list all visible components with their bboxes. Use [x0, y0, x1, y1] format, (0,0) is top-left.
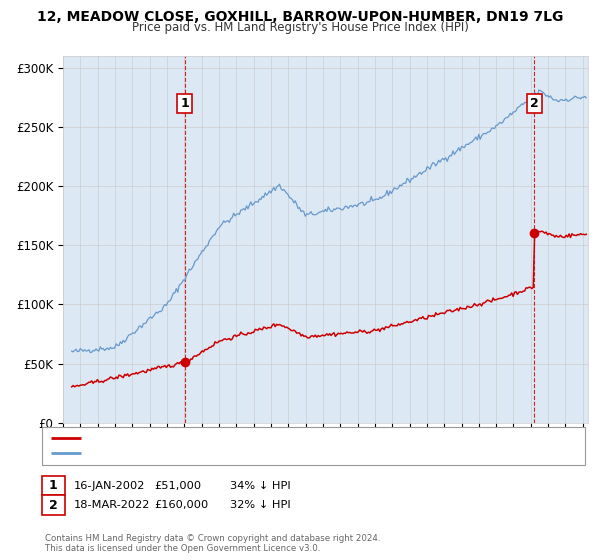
Text: 12, MEADOW CLOSE, GOXHILL, BARROW-UPON-HUMBER, DN19 7LG: 12, MEADOW CLOSE, GOXHILL, BARROW-UPON-H… [37, 10, 563, 24]
Text: 1: 1 [181, 97, 190, 110]
Text: £51,000: £51,000 [155, 480, 202, 491]
Text: Contains HM Land Registry data © Crown copyright and database right 2024.
This d: Contains HM Land Registry data © Crown c… [45, 534, 380, 553]
Text: 2: 2 [49, 498, 58, 512]
Text: 2: 2 [530, 97, 539, 110]
Text: 1: 1 [49, 479, 58, 492]
Text: 12, MEADOW CLOSE, GOXHILL, BARROW-UPON-HUMBER, DN19 7LG (detached house): 12, MEADOW CLOSE, GOXHILL, BARROW-UPON-H… [86, 433, 515, 444]
Text: HPI: Average price, detached house, North Lincolnshire: HPI: Average price, detached house, Nort… [86, 448, 361, 458]
Text: 34% ↓ HPI: 34% ↓ HPI [230, 480, 290, 491]
Text: 16-JAN-2002: 16-JAN-2002 [74, 480, 145, 491]
Text: £160,000: £160,000 [155, 500, 209, 510]
Text: 32% ↓ HPI: 32% ↓ HPI [230, 500, 290, 510]
Text: 18-MAR-2022: 18-MAR-2022 [74, 500, 150, 510]
Text: Price paid vs. HM Land Registry's House Price Index (HPI): Price paid vs. HM Land Registry's House … [131, 21, 469, 34]
